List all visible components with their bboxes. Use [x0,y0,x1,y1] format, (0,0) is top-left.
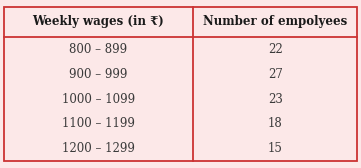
Text: Number of empolyees: Number of empolyees [203,15,347,28]
Text: 15: 15 [268,142,283,155]
Text: Weekly wages (in ₹): Weekly wages (in ₹) [32,15,164,28]
Text: 900 – 999: 900 – 999 [69,68,127,81]
Text: 18: 18 [268,117,283,131]
Text: 1100 – 1199: 1100 – 1199 [62,117,135,131]
Text: 1000 – 1099: 1000 – 1099 [62,93,135,106]
Text: 1200 – 1299: 1200 – 1299 [62,142,135,155]
Text: 800 – 899: 800 – 899 [69,43,127,56]
Text: 22: 22 [268,43,283,56]
Text: 23: 23 [268,93,283,106]
Text: 27: 27 [268,68,283,81]
